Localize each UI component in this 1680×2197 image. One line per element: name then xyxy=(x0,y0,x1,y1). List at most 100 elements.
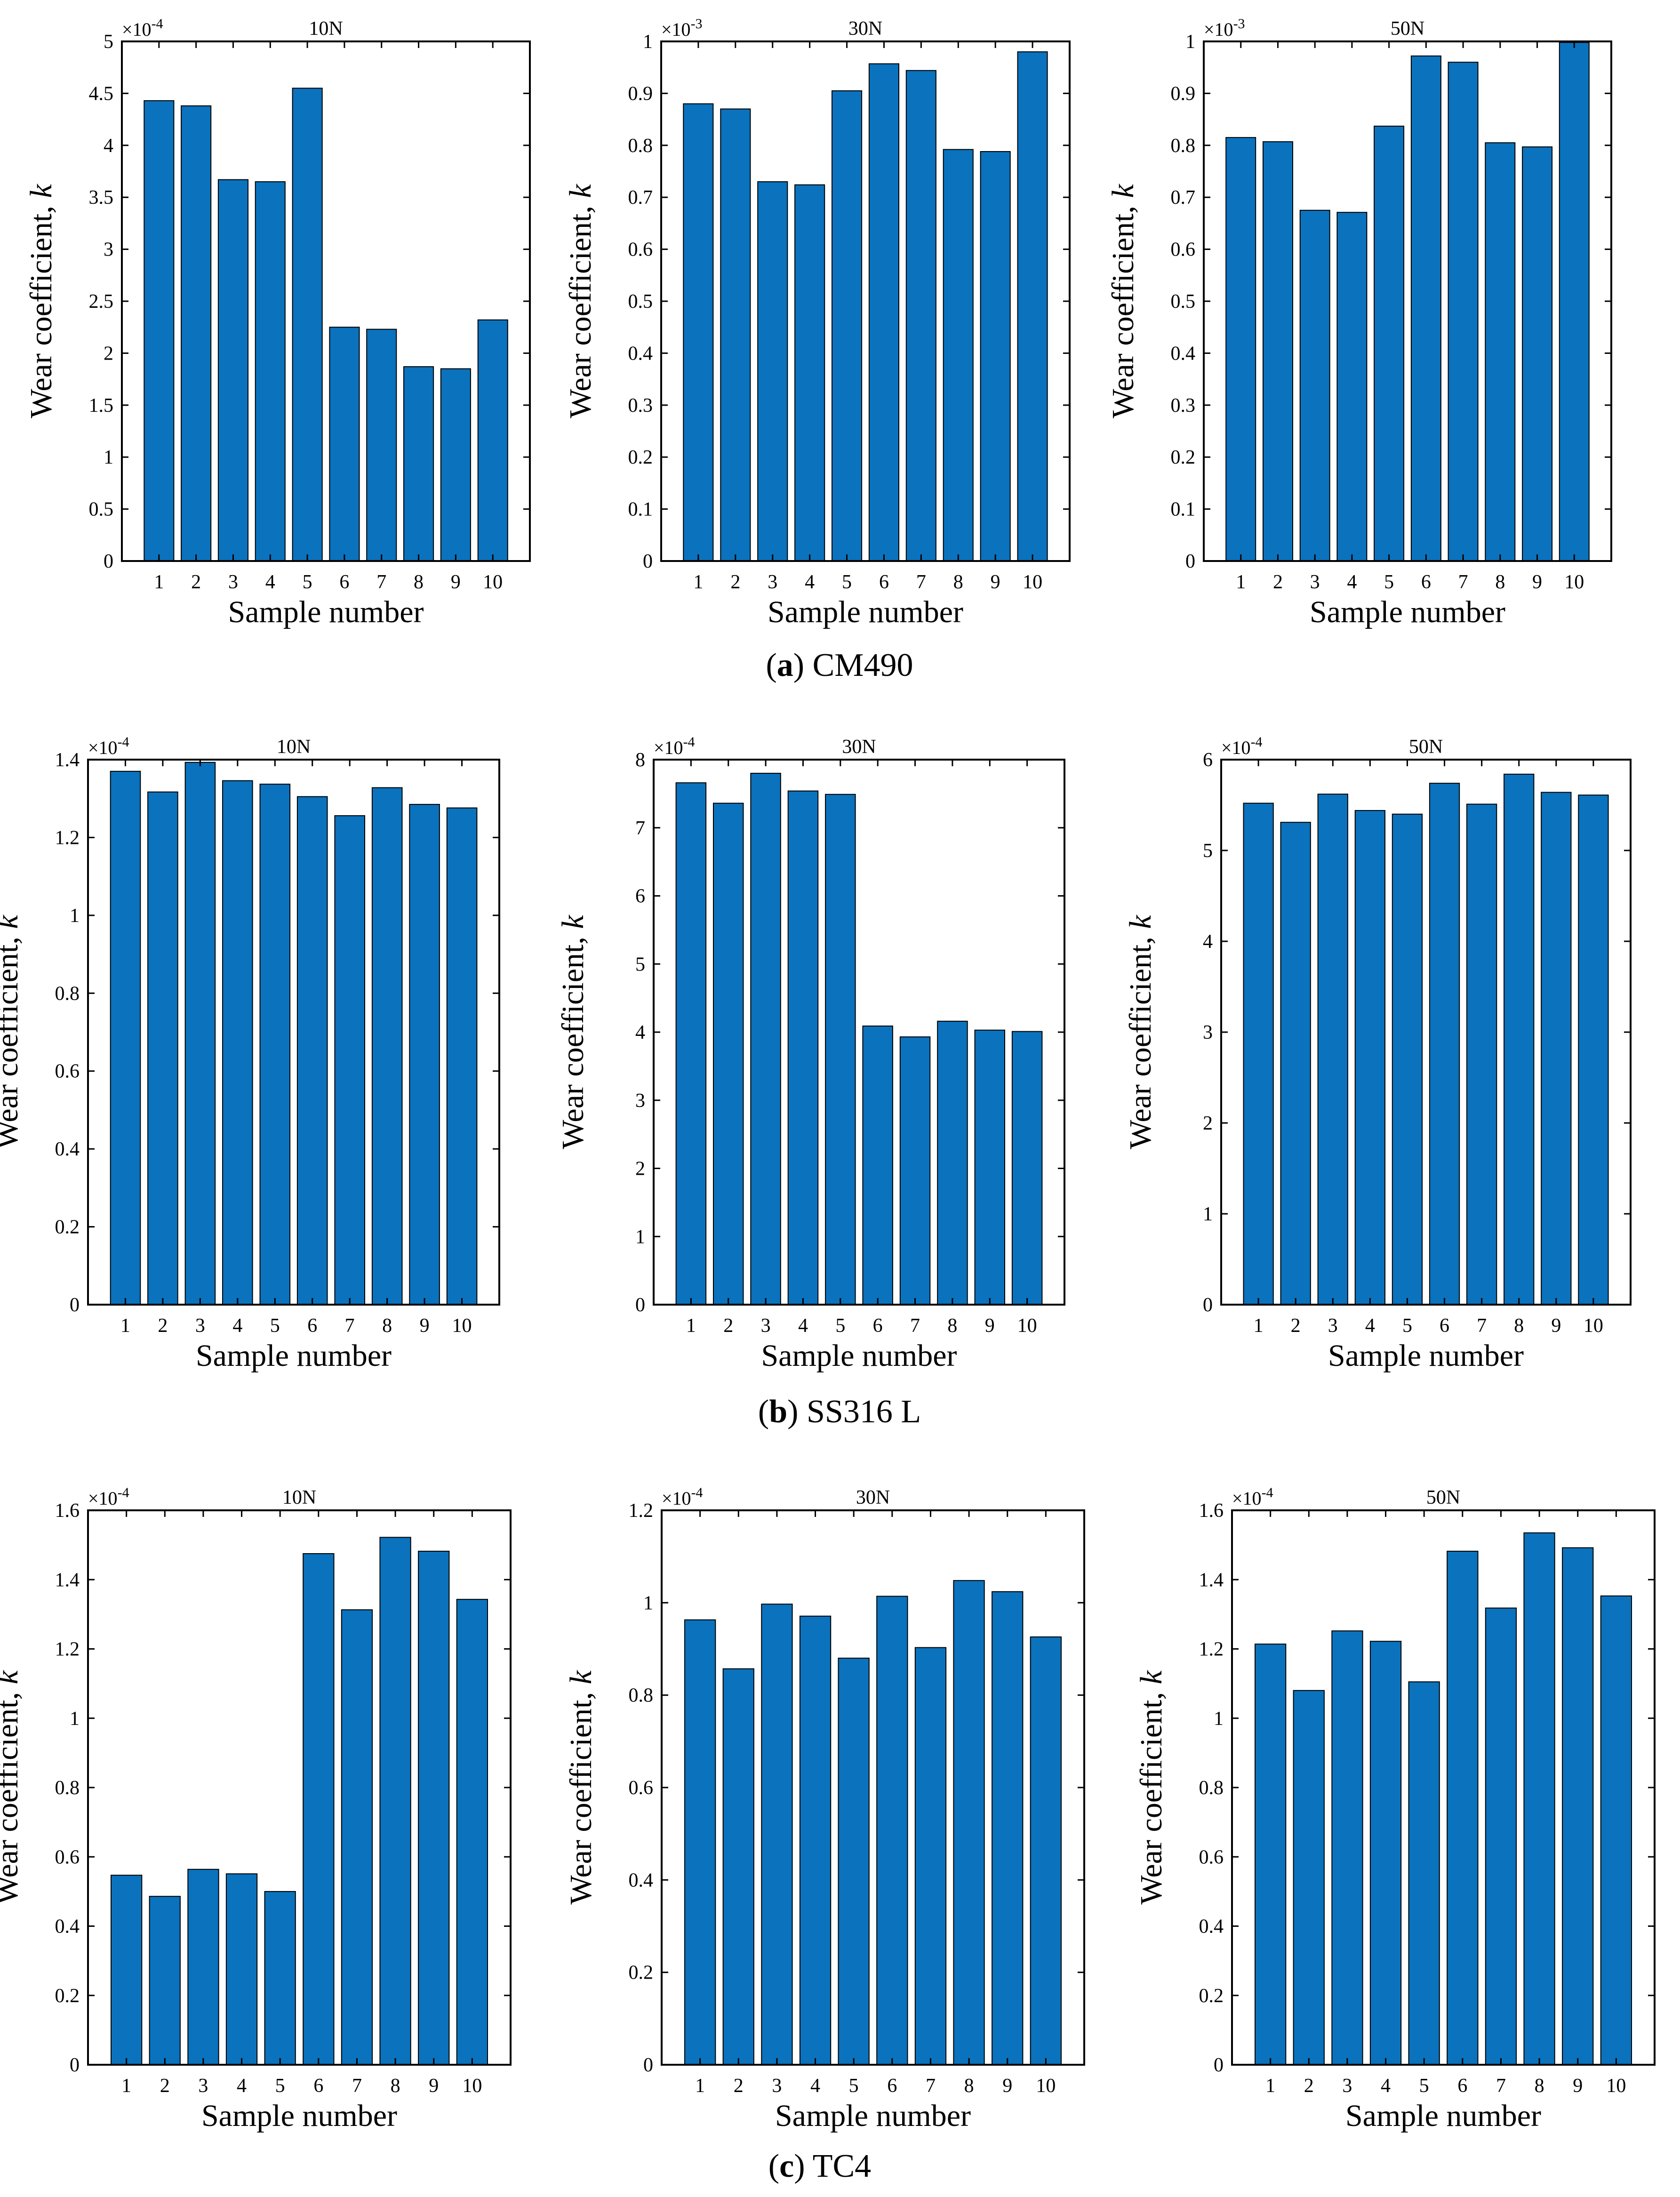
y-tick-label: 6 xyxy=(1203,749,1213,771)
bar-5 xyxy=(825,794,856,1305)
bar-8 xyxy=(371,787,403,1305)
y-tick-label: 0 xyxy=(1203,1294,1213,1316)
y-tick-label: 0.4 xyxy=(1171,343,1196,364)
bar-10 xyxy=(1578,794,1609,1305)
y-tick-label: 3 xyxy=(635,1090,645,1112)
y-tick-label: 7 xyxy=(635,818,645,839)
y-tick-label: 0.1 xyxy=(628,499,653,521)
y-tick-label: 0.1 xyxy=(1171,499,1196,521)
x-tick-label: 8 xyxy=(1535,2075,1544,2097)
bar-5 xyxy=(292,88,323,561)
x-tick-label: 4 xyxy=(1381,2075,1391,2097)
x-tick-label: 1 xyxy=(1236,571,1246,593)
x-axis-label: Sample number xyxy=(1310,595,1505,629)
y-tick-label: 0 xyxy=(635,1294,645,1316)
x-tick-label: 8 xyxy=(947,1315,957,1337)
bar-10 xyxy=(1017,51,1048,562)
y-tick-label: 1.5 xyxy=(89,395,114,417)
y-tick-label: 1.6 xyxy=(1199,1500,1224,1522)
y-tick-label: 4 xyxy=(635,1022,645,1043)
x-tick-label: 5 xyxy=(270,1315,280,1337)
bar-2 xyxy=(722,1668,754,2065)
x-tick-label: 1 xyxy=(154,571,164,593)
y-tick-label: 3 xyxy=(104,239,113,261)
x-tick-label: 7 xyxy=(1496,2075,1506,2097)
bar-6 xyxy=(868,63,900,561)
bar-2 xyxy=(149,1896,181,2065)
bar-9 xyxy=(418,1550,450,2065)
y-tick-label: 0.8 xyxy=(55,983,80,1004)
x-tick-label: 8 xyxy=(953,571,963,593)
y-axis-label: Wear coefficient, k xyxy=(0,914,24,1149)
bar-6 xyxy=(1447,1550,1479,2065)
chart-3: 0 0.1 0.2 0.3 0.4 0.5 0.6 0.7 0.8 0.9 1 1 2 3 4 5 6 7 8 9 10… xyxy=(1106,16,1612,629)
bar-4 xyxy=(225,1873,258,2066)
x-tick-label: 7 xyxy=(926,2075,936,2097)
x-tick-label: 6 xyxy=(313,2075,323,2097)
x-tick-label: 1 xyxy=(693,571,703,593)
y-tick-label: 0.7 xyxy=(1171,187,1196,208)
exponent-label: ×10-3 xyxy=(661,16,703,40)
y-tick-label: 0.3 xyxy=(1171,395,1196,417)
bar-2 xyxy=(1280,822,1311,1305)
x-tick-label: 2 xyxy=(160,2075,170,2097)
exponent-label: ×10-4 xyxy=(88,734,129,758)
x-tick-label: 2 xyxy=(1273,571,1283,593)
x-tick-label: 3 xyxy=(228,571,238,593)
x-tick-label: 7 xyxy=(1458,571,1468,593)
chart-7: 0 0.2 0.4 0.6 0.8 1 1.2 1.4 1.6 1 2 3 4 5 6 7 8 9 10 ×10-4 1… xyxy=(0,1485,512,2133)
y-axis-label: Wear coefficient, k xyxy=(563,184,598,418)
x-tick-label: 9 xyxy=(429,2075,439,2097)
y-tick-label: 2 xyxy=(635,1158,645,1180)
y-axis-label: Wear coefficient, k xyxy=(1123,914,1158,1149)
bar-4 xyxy=(222,780,253,1305)
x-tick-label: 2 xyxy=(191,571,201,593)
x-tick-label: 9 xyxy=(985,1315,995,1337)
x-tick-label: 6 xyxy=(887,2075,897,2097)
x-tick-label: 4 xyxy=(798,1315,808,1337)
x-tick-label: 5 xyxy=(303,571,312,593)
chart-title: 30N xyxy=(842,736,876,758)
x-tick-label: 7 xyxy=(1477,1315,1487,1337)
x-tick-label: 3 xyxy=(1310,571,1320,593)
bar-2 xyxy=(1263,141,1293,562)
x-tick-label: 8 xyxy=(391,2075,400,2097)
y-tick-label: 1.4 xyxy=(55,749,80,771)
y-tick-label: 1 xyxy=(1203,1203,1213,1225)
x-tick-label: 3 xyxy=(768,571,777,593)
x-tick-label: 9 xyxy=(1573,2075,1583,2097)
bar-7 xyxy=(905,70,936,561)
x-tick-label: 4 xyxy=(237,2075,247,2097)
exponent-label: ×10-4 xyxy=(1221,734,1263,758)
y-tick-label: 0.2 xyxy=(628,447,653,468)
y-tick-label: 0.8 xyxy=(628,135,653,157)
y-tick-label: 0.2 xyxy=(1171,447,1196,468)
y-tick-label: 0.6 xyxy=(55,1061,80,1082)
y-tick-label: 0.6 xyxy=(1199,1846,1224,1868)
y-tick-label: 1.4 xyxy=(55,1569,80,1591)
bar-3 xyxy=(761,1604,793,2066)
y-tick-label: 0.4 xyxy=(55,1139,80,1160)
y-tick-label: 1.6 xyxy=(55,1500,80,1522)
x-tick-label: 9 xyxy=(420,1315,430,1337)
x-tick-label: 9 xyxy=(991,571,1000,593)
bar-3 xyxy=(1317,794,1348,1305)
y-axis-label: Wear coefficient, k xyxy=(0,1670,24,1905)
bar-5 xyxy=(1408,1681,1440,2065)
y-axis-label: Wear coefficient, k xyxy=(564,1670,598,1905)
bar-7 xyxy=(1448,62,1479,562)
bar-6 xyxy=(876,1596,908,2066)
y-tick-label: 0.4 xyxy=(629,1869,654,1891)
exponent-label: ×10-3 xyxy=(1204,16,1245,40)
x-tick-label: 6 xyxy=(1421,571,1431,593)
y-tick-label: 3 xyxy=(1203,1022,1213,1043)
bar-2 xyxy=(720,108,751,561)
y-tick-label: 0.8 xyxy=(55,1777,80,1799)
bar-6 xyxy=(1410,55,1441,561)
y-tick-label: 1 xyxy=(70,1708,80,1730)
bar-7 xyxy=(914,1647,947,2066)
x-tick-label: 2 xyxy=(158,1315,168,1337)
x-tick-label: 10 xyxy=(452,1315,472,1337)
x-axis-label: Sample number xyxy=(1328,1339,1524,1373)
y-tick-label: 0 xyxy=(1185,551,1195,572)
